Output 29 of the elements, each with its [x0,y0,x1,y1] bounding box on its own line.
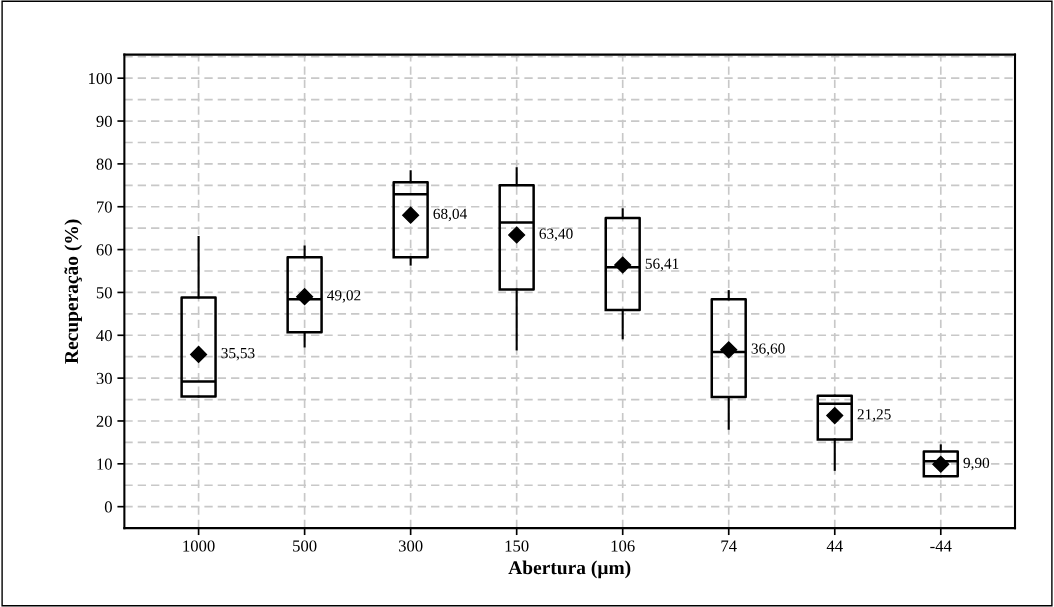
y-tick-label: 100 [89,72,112,85]
x-tick-label: 150 [505,540,529,552]
x-tick-label: 500 [293,540,317,552]
text: 9,90 [963,457,990,471]
x-tick-label: 1000 [183,540,215,552]
y-tick-label: 80 [96,158,112,170]
y-tick-label: 30 [96,372,112,385]
y-tick-label: 10 [97,458,112,470]
y-tick-label: 50 [96,287,112,299]
x-tick-label: 300 [398,540,423,552]
text: 49,02 [327,290,361,303]
y-axis-title: Recuperação (%) [64,219,83,364]
y-tick-label: 70 [97,201,112,213]
text: 63,40 [539,228,573,242]
x-tick-label: -44 [930,540,952,552]
y-tick-label: 60 [96,244,112,256]
y-tick-label: 20 [96,415,112,427]
x-axis-title: Abertura (µm) [508,560,631,579]
text: 35,53 [221,347,255,361]
x-tick-label: 44 [826,540,843,552]
text: 36,60 [751,343,785,356]
x-tick-label: 106 [611,540,635,552]
text: 68,04 [433,208,467,222]
y-tick-label: 90 [96,115,112,127]
y-tick-label: 40 [96,329,112,342]
y-tick-label: 0 [104,501,112,513]
text: 21,25 [857,409,891,422]
text: 56,41 [645,258,679,271]
x-tick-label: 74 [721,540,737,552]
